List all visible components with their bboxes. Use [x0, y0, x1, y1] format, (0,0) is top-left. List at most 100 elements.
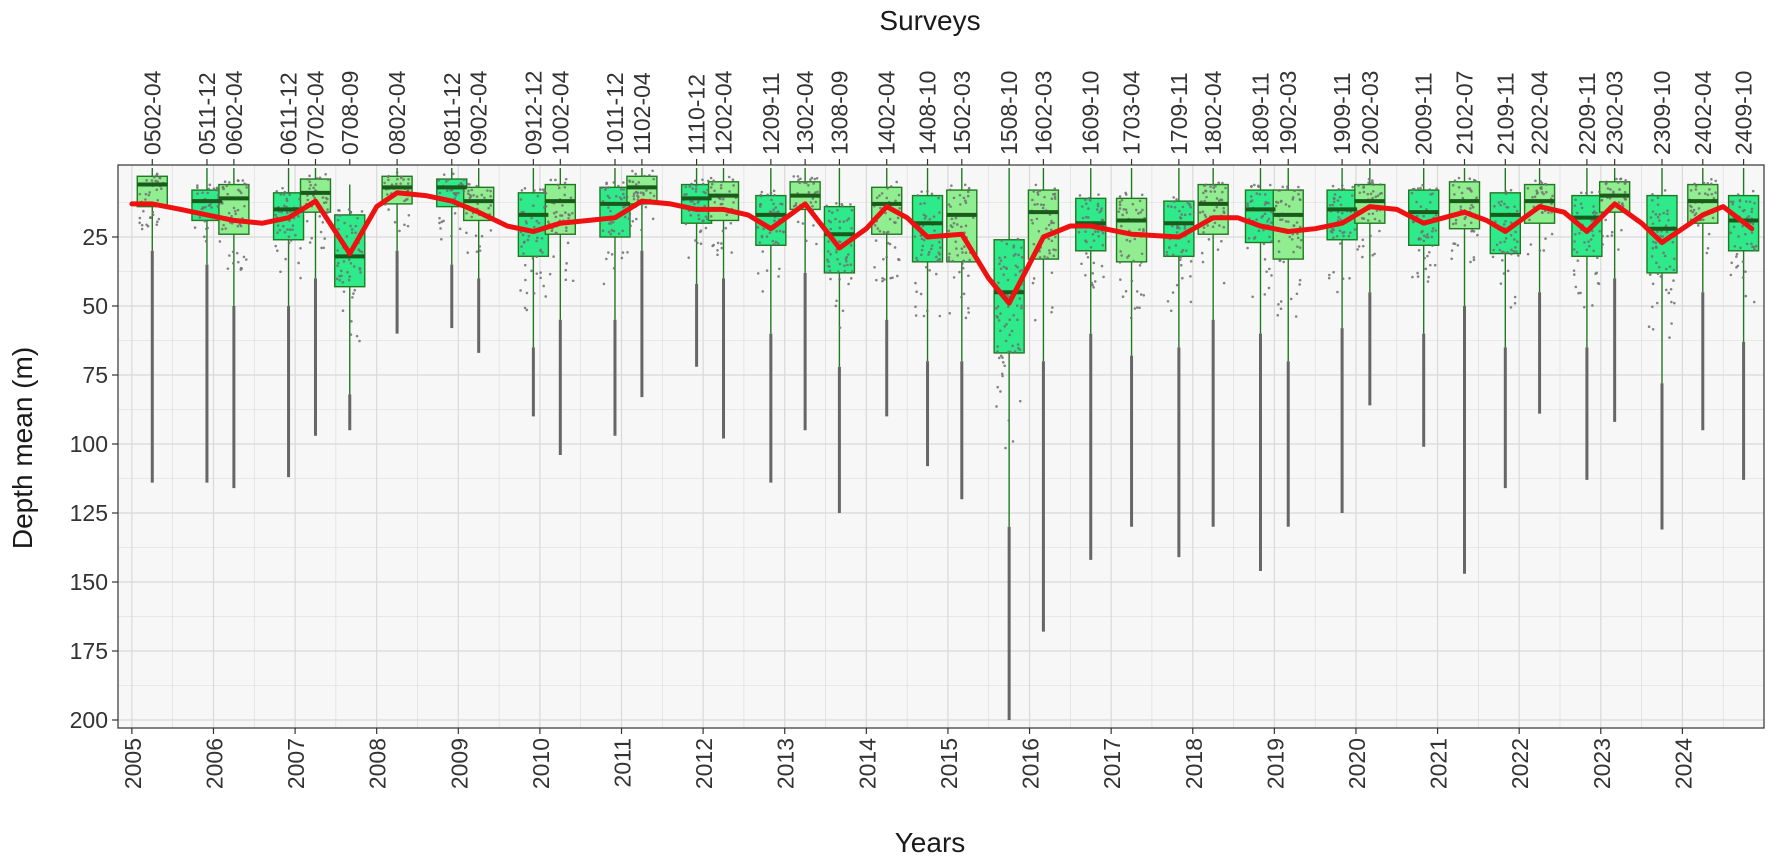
jitter-point [520, 245, 523, 248]
jitter-point [1739, 246, 1742, 250]
jitter-point [542, 284, 545, 288]
jitter-point [1514, 246, 1517, 249]
jitter-point [1118, 261, 1122, 264]
x-tick-label: 2014 [854, 738, 880, 789]
jitter-point [843, 269, 847, 273]
jitter-point [1376, 194, 1380, 197]
jitter-point [1750, 207, 1754, 211]
jitter-point [1129, 316, 1133, 320]
jitter-point [825, 204, 828, 208]
jitter-point [282, 224, 285, 228]
jitter-point [996, 385, 999, 389]
jitter-point [1048, 249, 1051, 252]
jitter-point [1651, 246, 1655, 250]
jitter-point [1608, 196, 1612, 200]
jitter-point [156, 198, 159, 202]
jitter-point [1666, 209, 1669, 213]
jitter-point [225, 184, 229, 188]
jitter-point [997, 319, 1001, 322]
jitter-point [1280, 218, 1284, 221]
jitter-point [652, 177, 656, 181]
jitter-point [690, 182, 693, 186]
jitter-point [972, 216, 975, 219]
jitter-point [1020, 246, 1023, 249]
jitter-point [1012, 313, 1016, 317]
jitter-point [1650, 255, 1654, 258]
jitter-point [1422, 214, 1426, 218]
jitter-point [947, 203, 951, 206]
jitter-point [625, 195, 629, 199]
jitter-point [1515, 209, 1519, 213]
jitter-point [539, 248, 543, 252]
jitter-point [926, 190, 929, 193]
jitter-point [627, 217, 631, 221]
jitter-point [544, 295, 548, 298]
jitter-point [407, 177, 410, 181]
jitter-point [1510, 252, 1513, 256]
jitter-point [349, 261, 353, 265]
jitter-point [360, 210, 364, 213]
jitter-point [1711, 216, 1715, 220]
jitter-point [938, 253, 941, 256]
jitter-point [1279, 300, 1283, 303]
jitter-point [962, 196, 966, 200]
survey-tick-label: 2009-11 [1411, 72, 1437, 155]
jitter-point [608, 196, 611, 200]
jitter-point [1138, 228, 1141, 231]
jitter-point [1015, 304, 1019, 308]
jitter-point [1503, 240, 1506, 244]
jitter-point [1506, 250, 1509, 254]
jitter-point [961, 251, 964, 254]
jitter-point [207, 187, 211, 191]
jitter-point [1179, 263, 1183, 267]
jitter-point [838, 226, 842, 230]
jitter-point [1378, 192, 1382, 196]
jitter-point [1572, 269, 1576, 272]
jitter-point [1654, 245, 1658, 248]
jitter-point [339, 269, 343, 273]
jitter-point [536, 236, 539, 239]
jitter-point [1053, 197, 1057, 200]
jitter-point [1268, 267, 1271, 271]
jitter-point [231, 250, 235, 254]
jitter-point [556, 183, 560, 187]
jitter-point [1361, 244, 1365, 248]
jitter-point [1472, 256, 1476, 259]
jitter-point [967, 311, 970, 314]
jitter-point [1589, 238, 1593, 241]
jitter-point [282, 193, 286, 196]
jitter-point [1579, 202, 1583, 206]
jitter-point [447, 178, 450, 182]
jitter-point [1270, 240, 1273, 243]
jitter-point [1336, 199, 1340, 202]
jitter-point [535, 239, 538, 243]
jitter-point [150, 179, 154, 182]
jitter-point [1419, 237, 1422, 241]
jitter-point [243, 204, 246, 208]
jitter-point [1573, 240, 1576, 243]
jitter-point [996, 305, 1000, 308]
jitter-point [467, 189, 470, 193]
jitter-point [719, 186, 723, 190]
jitter-point [342, 290, 346, 293]
jitter-point [283, 230, 287, 234]
jitter-point [1032, 190, 1036, 193]
jitter-point [634, 217, 638, 221]
jitter-point [1513, 205, 1516, 208]
jitter-point [1097, 235, 1100, 238]
jitter-point [1624, 179, 1627, 182]
jitter-point [898, 207, 901, 210]
jitter-point [157, 217, 161, 221]
jitter-point [1750, 242, 1753, 246]
jitter-point [1709, 182, 1713, 186]
jitter-point [1255, 218, 1258, 221]
jitter-point [1737, 235, 1740, 238]
jitter-point [897, 193, 901, 197]
jitter-point [1515, 250, 1518, 253]
jitter-point [1736, 264, 1740, 268]
jitter-point [844, 257, 848, 261]
jitter-point [1468, 177, 1472, 181]
survey-tick-label: 0708-09 [337, 71, 363, 155]
jitter-point [532, 225, 536, 229]
jitter-point [312, 186, 315, 190]
